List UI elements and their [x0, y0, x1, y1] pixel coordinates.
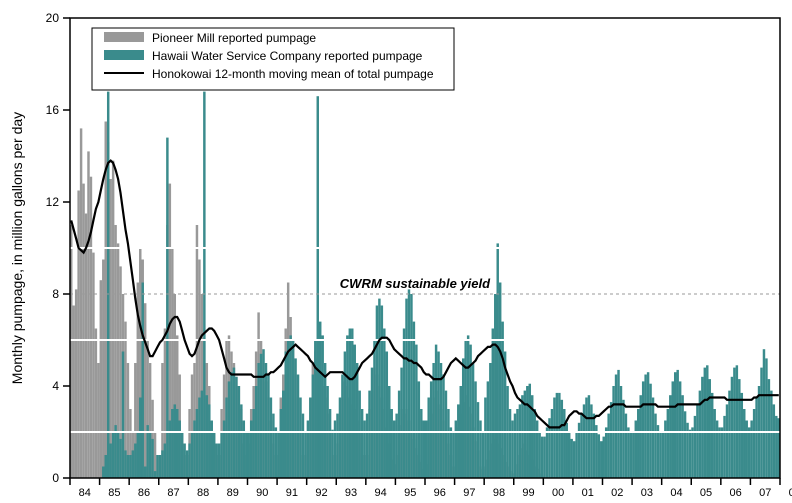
- xtick-label: 01: [582, 487, 594, 499]
- xtick-label: 05: [700, 487, 712, 499]
- xtick-label: 96: [434, 487, 446, 499]
- ytick-label: 8: [52, 287, 59, 301]
- legend-label: Hawaii Water Service Company reported pu…: [152, 49, 423, 63]
- legend: Pioneer Mill reported pumpage Hawaii Wate…: [92, 28, 454, 90]
- xtick-label: 91: [286, 487, 298, 499]
- xtick-label: 89: [227, 487, 239, 499]
- pumpage-chart: { "pumpage_chart": { "type": "bar+line",…: [0, 0, 792, 503]
- xtick-label: 97: [463, 487, 475, 499]
- ytick-label: 0: [52, 471, 59, 485]
- xtick-label: 02: [611, 487, 623, 499]
- xtick-label: 95: [404, 487, 416, 499]
- ytick-label: 4: [52, 379, 59, 393]
- xtick-label: 84: [79, 487, 91, 499]
- xtick-label: 92: [315, 487, 327, 499]
- legend-label: Pioneer Mill reported pumpage: [152, 31, 316, 45]
- sustainable-yield-label: CWRM sustainable yield: [340, 276, 491, 291]
- legend-label: Honokowai 12-month moving mean of total …: [152, 67, 434, 81]
- xtick-label: 07: [759, 487, 771, 499]
- xtick-label: 04: [670, 487, 682, 499]
- chart-svg: CWRM sustainable yield048121620848586878…: [0, 0, 792, 503]
- xtick-label: 88: [197, 487, 209, 499]
- y-axis-label: Monthly pumpage, in million gallons per …: [9, 112, 25, 384]
- xtick-label: 00: [552, 487, 564, 499]
- xtick-label: 99: [522, 487, 534, 499]
- xtick-label: 06: [730, 487, 742, 499]
- xtick-label: 93: [345, 487, 357, 499]
- xtick-label: 98: [493, 487, 505, 499]
- xtick-label: 85: [108, 487, 120, 499]
- xtick-label: 03: [641, 487, 653, 499]
- xtick-label: 86: [138, 487, 150, 499]
- ytick-label: 20: [46, 11, 60, 25]
- xtick-label: 90: [256, 487, 268, 499]
- ytick-label: 16: [46, 103, 60, 117]
- xtick-label: 87: [167, 487, 179, 499]
- ytick-label: 12: [46, 195, 60, 209]
- xtick-label: 94: [375, 487, 387, 499]
